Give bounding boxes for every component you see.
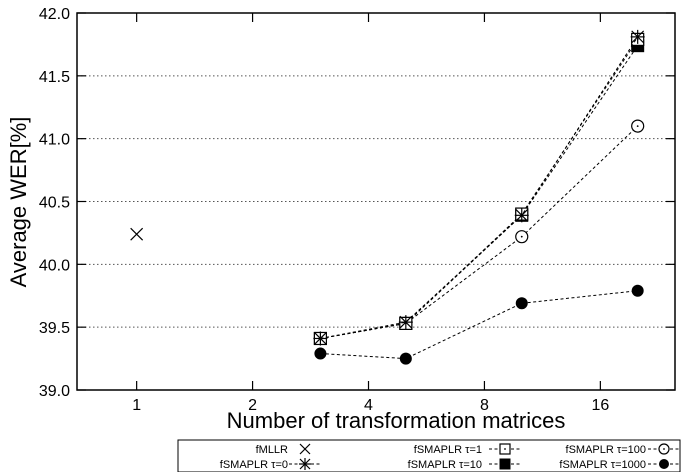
legend-label: fSMAPLR τ=100 [566,444,646,456]
legend-label: fMLLR [256,444,288,456]
data-point [631,284,644,297]
legend-label: fSMAPLR τ=0 [220,459,288,471]
legend-entry [489,458,521,470]
x-tick-label: 1 [132,397,141,414]
legend-entry [289,458,321,470]
grid-lines [77,75,675,328]
legend-marker [499,443,511,455]
legend-entry [648,459,680,469]
series-line [320,290,638,360]
series-line [320,45,639,339]
legend-label: fSMAPLR τ=10 [408,459,482,471]
legend-label: fSMAPLR τ=1 [414,444,482,456]
series-3 [313,39,645,345]
axis-ticks: 39.0 39.5 40.0 40.5 41.0 41.5 42.0 1 2 4 8 16 [39,6,675,414]
legend-marker [659,459,669,469]
legend-marker [299,458,311,470]
legend-marker [299,443,311,455]
data-point [515,230,529,244]
series-line [320,125,639,339]
y-tick-label: 40.5 [39,195,70,212]
data-point [314,347,327,360]
legend-entry [489,443,521,455]
y-tick-label: 39.0 [39,383,70,400]
y-axis-label: Average WER[%] [6,117,31,288]
y-tick-label: 40.0 [39,257,70,274]
data-point [399,352,412,365]
legend: fMLLR fSMAPLR τ=0 fSMAPLR τ=1 fSMAPLR τ=10 f… [177,439,681,472]
series-0 [130,227,144,241]
series-2 [313,32,645,346]
legend-label: fSMAPLR τ=1000 [559,459,646,471]
data-point [515,297,528,310]
legend-marker [658,443,670,455]
series-5 [314,284,644,365]
data-point [630,29,645,44]
y-tick-label: 42.0 [39,6,70,23]
x-tick-label: 4 [364,397,373,414]
series-line [320,36,639,339]
data-point [514,208,529,223]
series-line [320,39,639,339]
y-tick-label: 41.5 [39,69,70,86]
x-tick-label: 16 [591,397,609,414]
series-4 [313,119,645,346]
x-tick-label: 2 [248,397,257,414]
x-tick-label: 8 [480,397,489,414]
legend-entry [299,443,311,455]
x-axis-label: Number of transformation matrices [227,408,566,433]
legend-entry [648,443,680,455]
data-point [130,227,144,241]
series-1 [313,29,645,346]
y-tick-label: 41.0 [39,132,70,149]
legend-marker [499,458,511,470]
data-point [398,315,413,330]
data-point [313,331,328,346]
series-layer [130,29,645,365]
y-tick-label: 39.5 [39,320,70,337]
data-point [631,119,645,133]
legend-box [177,439,681,472]
